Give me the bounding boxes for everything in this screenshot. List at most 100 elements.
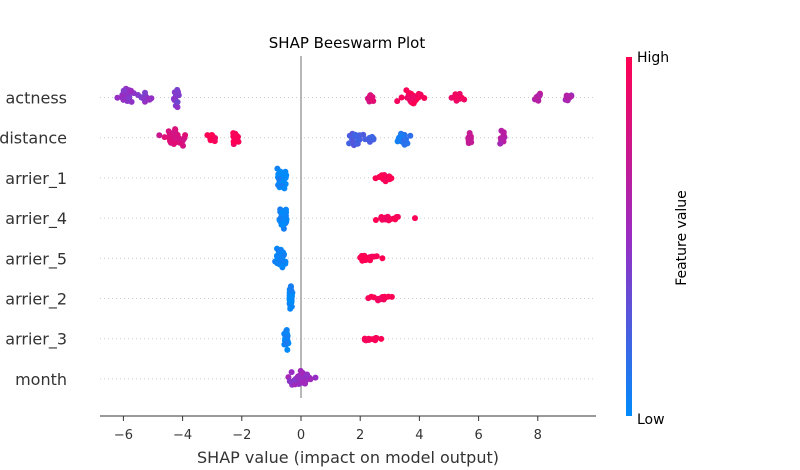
shap-point bbox=[566, 94, 573, 101]
shap-point bbox=[288, 369, 295, 376]
shap-point bbox=[403, 87, 410, 94]
shap-point bbox=[120, 87, 127, 94]
shap-point bbox=[283, 339, 290, 346]
shap-point bbox=[275, 247, 282, 253]
shap-point bbox=[403, 136, 409, 143]
shap-point bbox=[120, 96, 127, 103]
shap-point bbox=[377, 296, 384, 302]
shap-point bbox=[533, 95, 540, 102]
shap-point bbox=[378, 335, 385, 342]
shap-point bbox=[372, 175, 379, 182]
shap-point bbox=[299, 379, 306, 386]
shap-point bbox=[165, 128, 172, 135]
shap-point bbox=[394, 98, 401, 105]
shap-point bbox=[421, 95, 428, 101]
x-tick-label: 2 bbox=[356, 428, 364, 443]
shap-point bbox=[167, 138, 173, 144]
shap-point bbox=[379, 255, 386, 262]
colorbar-high-label: High bbox=[637, 50, 669, 66]
shap-point bbox=[410, 94, 417, 101]
shap-point bbox=[280, 212, 287, 219]
x-tick-label: 0 bbox=[297, 428, 305, 443]
shap-point bbox=[126, 94, 133, 101]
shap-point bbox=[382, 216, 389, 223]
shap-point bbox=[353, 140, 360, 147]
shap-point bbox=[392, 216, 399, 223]
x-tick-label: −2 bbox=[232, 428, 251, 443]
x-axis-ticks: −6 −4 −2 0 2 4 6 8 bbox=[114, 416, 542, 443]
shap-point bbox=[207, 137, 214, 144]
shap-point bbox=[114, 94, 121, 101]
x-tick-label: −4 bbox=[173, 428, 192, 443]
shap-point bbox=[142, 89, 148, 96]
shap-point bbox=[286, 296, 293, 303]
shap-point bbox=[296, 374, 302, 380]
shap-point bbox=[454, 95, 461, 102]
chart-title: SHAP Beeswarm Plot bbox=[269, 34, 426, 52]
shap-point bbox=[369, 97, 376, 104]
shap-point bbox=[379, 174, 386, 181]
x-tick-label: 4 bbox=[415, 428, 423, 443]
shap-point bbox=[312, 374, 319, 381]
shap-point bbox=[161, 134, 168, 141]
shap-point bbox=[366, 256, 373, 263]
shap-point bbox=[208, 132, 215, 139]
shap-point bbox=[278, 257, 285, 264]
feature-label: arrier_2 bbox=[5, 290, 67, 310]
shap-point bbox=[372, 217, 379, 223]
shap-point bbox=[382, 294, 389, 301]
feature-label: arrier_1 bbox=[5, 169, 67, 189]
shap-point bbox=[352, 131, 359, 138]
shap-point bbox=[284, 346, 291, 353]
shap-point bbox=[465, 134, 472, 141]
feature-label: arrier_5 bbox=[5, 249, 67, 269]
shap-point bbox=[230, 133, 237, 140]
shap-point bbox=[466, 130, 473, 136]
feature-labels: actness distance arrier_1 arrier_4 arrier_5a… bbox=[0, 89, 67, 389]
shap-point bbox=[140, 95, 147, 102]
x-tick-label: 6 bbox=[474, 428, 482, 443]
shap-point bbox=[303, 372, 310, 379]
shap-point bbox=[174, 104, 181, 111]
feature-label: month bbox=[15, 370, 67, 389]
shap-point bbox=[373, 253, 380, 260]
shap-point bbox=[349, 137, 356, 144]
shap-point bbox=[386, 176, 393, 183]
feature-label: actness bbox=[5, 89, 67, 108]
shap-point bbox=[182, 132, 189, 139]
shap-point bbox=[415, 90, 422, 97]
shap-point bbox=[156, 132, 163, 139]
shap-point bbox=[148, 95, 155, 102]
shap-point bbox=[280, 178, 287, 184]
shap-point bbox=[372, 337, 379, 344]
shap-point bbox=[283, 206, 289, 213]
feature-label: arrier_3 bbox=[5, 330, 67, 350]
feature-label: arrier_4 bbox=[5, 209, 67, 229]
feature-label: distance bbox=[0, 129, 67, 148]
colorbar-low-label: Low bbox=[637, 412, 665, 428]
shap-point bbox=[128, 87, 134, 94]
shap-point bbox=[286, 378, 293, 385]
shap-point bbox=[283, 172, 290, 179]
shap-point bbox=[362, 254, 368, 260]
shap-point bbox=[171, 133, 178, 140]
shap-point bbox=[277, 168, 284, 175]
shap-point bbox=[288, 287, 295, 294]
shap-point bbox=[174, 99, 181, 105]
shap-point bbox=[174, 86, 181, 93]
shap-point bbox=[280, 221, 287, 228]
shap-point bbox=[497, 140, 504, 147]
shap-point bbox=[307, 376, 314, 383]
shap-point bbox=[230, 138, 237, 145]
x-tick-label: 8 bbox=[534, 428, 542, 443]
colorbar-title: Feature value bbox=[674, 190, 690, 286]
colorbar bbox=[626, 57, 632, 416]
shap-point bbox=[401, 141, 408, 148]
shap-point bbox=[395, 136, 402, 143]
shap-point bbox=[407, 132, 414, 139]
shap-point bbox=[367, 92, 374, 99]
shap-point bbox=[369, 133, 376, 140]
x-tick-label: −6 bbox=[114, 428, 133, 443]
x-axis-label: SHAP value (impact on model output) bbox=[197, 448, 499, 467]
